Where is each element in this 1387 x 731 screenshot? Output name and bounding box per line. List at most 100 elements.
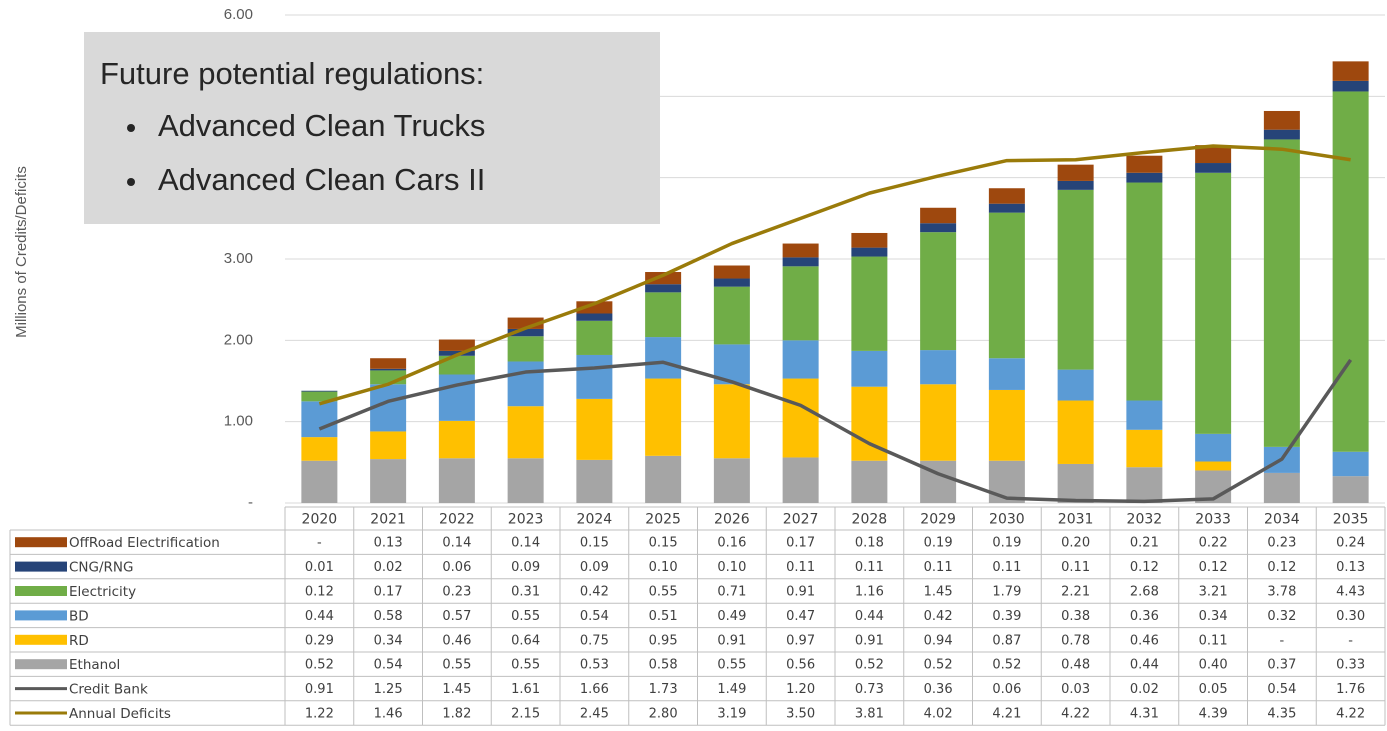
table-cell: 0.29: [305, 633, 334, 648]
x-tick-label: 2020: [302, 512, 338, 528]
bar-segment: [301, 460, 338, 503]
table-cell: 0.05: [1199, 682, 1228, 697]
x-tick-label: 2025: [645, 512, 681, 528]
legend-swatch: [15, 586, 67, 596]
table-cell: 0.54: [374, 658, 403, 673]
bar-segment: [438, 339, 475, 351]
table-cell: 0.06: [992, 682, 1021, 697]
bar-segment: [713, 458, 750, 503]
table-cell: 0.44: [1130, 658, 1159, 673]
table-cell: 2.21: [1061, 585, 1090, 600]
table-cell: 0.91: [786, 585, 815, 600]
table-cell: 3.78: [1267, 585, 1296, 600]
bar-segment: [507, 317, 544, 329]
table-cell: 1.22: [305, 707, 334, 722]
legend-swatch: [15, 634, 67, 645]
bar-segment: [438, 420, 475, 459]
x-tick-label: 2027: [783, 512, 819, 528]
bar-segment: [1263, 139, 1300, 447]
table-cell: 0.42: [924, 609, 953, 624]
bar-segment: [920, 384, 957, 461]
table-cell: 0.15: [580, 536, 609, 551]
line-series: [318, 358, 1353, 504]
bar-segment: [988, 188, 1025, 204]
table-cell: 0.20: [1061, 536, 1090, 551]
table-cell: 0.11: [1061, 560, 1090, 575]
bar-segment: [713, 265, 750, 279]
table-cell: 0.47: [786, 609, 815, 624]
bar-segment: [988, 389, 1025, 461]
table-cell: 0.17: [786, 536, 815, 551]
table-cell: 0.51: [649, 609, 678, 624]
bar-segment: [1195, 163, 1232, 173]
table-cell: 0.57: [442, 609, 471, 624]
table-cell: 0.15: [649, 536, 678, 551]
table-cell: 0.12: [1199, 560, 1228, 575]
bar-segment: [576, 354, 613, 399]
bar-segment: [1126, 429, 1163, 468]
table-cell: 0.54: [580, 609, 609, 624]
table-cell: -: [1348, 633, 1353, 648]
x-tick-label: 2022: [439, 512, 475, 528]
bar-segment: [1195, 461, 1232, 471]
table-cell: -: [317, 536, 322, 551]
bar-segment: [782, 378, 819, 458]
table-cell: 0.55: [717, 658, 746, 673]
legend-label: Electricity: [69, 584, 136, 600]
table-cell: 4.21: [992, 707, 1021, 722]
table-cell: 0.33: [1336, 658, 1365, 673]
table-cell: 0.32: [1267, 609, 1296, 624]
annotation-item: Advanced Clean Cars II: [158, 162, 485, 197]
table-cell: 0.14: [442, 536, 471, 551]
bar-segment: [576, 313, 613, 321]
bar-segment: [301, 437, 338, 461]
bar-segment: [1263, 110, 1300, 130]
table-cell: 0.31: [511, 585, 540, 600]
bar-segment: [851, 256, 888, 351]
table-cell: 0.12: [1130, 560, 1159, 575]
bar-segment: [1332, 61, 1369, 81]
bar-segment: [851, 460, 888, 503]
table-cell: 0.36: [1130, 609, 1159, 624]
table-cell: 1.45: [442, 682, 471, 697]
table-cell: 0.11: [992, 560, 1021, 575]
line-series: [318, 144, 1351, 406]
legend-swatch: [15, 610, 67, 621]
x-tick-label: 2026: [714, 512, 750, 528]
table-cell: 4.22: [1336, 707, 1365, 722]
y-axis-label: Millions of Credits/Deficits: [13, 166, 30, 338]
bar-segment: [1057, 369, 1094, 401]
bar-segment: [645, 272, 682, 285]
bar-segment: [713, 278, 750, 287]
bar-segment: [370, 368, 407, 371]
table-cell: 0.97: [786, 633, 815, 648]
x-tick-label: 2033: [1195, 512, 1231, 528]
table-cell: 4.02: [924, 707, 953, 722]
table-cell: 0.48: [1061, 658, 1090, 673]
bar-segment: [988, 358, 1025, 390]
bar-segment: [988, 212, 1025, 359]
bar-segment: [1057, 189, 1094, 370]
table-cell: 0.19: [992, 536, 1021, 551]
table-cell: 0.52: [305, 658, 334, 673]
bar-segment: [507, 361, 544, 407]
bar-segment: [920, 232, 957, 351]
table-cell: 0.44: [305, 609, 334, 624]
table-cell: 0.34: [374, 633, 403, 648]
table-cell: 0.21: [1130, 536, 1159, 551]
bar-segment: [713, 286, 750, 345]
table-cell: 0.16: [717, 536, 746, 551]
x-tick-label: 2028: [852, 512, 888, 528]
table-cell: 0.12: [305, 585, 334, 600]
table-cell: 0.09: [511, 560, 540, 575]
table-cell: 0.71: [717, 585, 746, 600]
table-cell: 1.49: [717, 682, 746, 697]
bar-segment: [1057, 164, 1094, 181]
table-cell: 4.22: [1061, 707, 1090, 722]
bar-segment: [507, 458, 544, 503]
legend-label: Annual Deficits: [69, 706, 171, 722]
bar-segment: [988, 203, 1025, 213]
bar-segment: [645, 455, 682, 503]
table-cell: 4.43: [1336, 585, 1365, 600]
bar-segment: [301, 390, 338, 392]
